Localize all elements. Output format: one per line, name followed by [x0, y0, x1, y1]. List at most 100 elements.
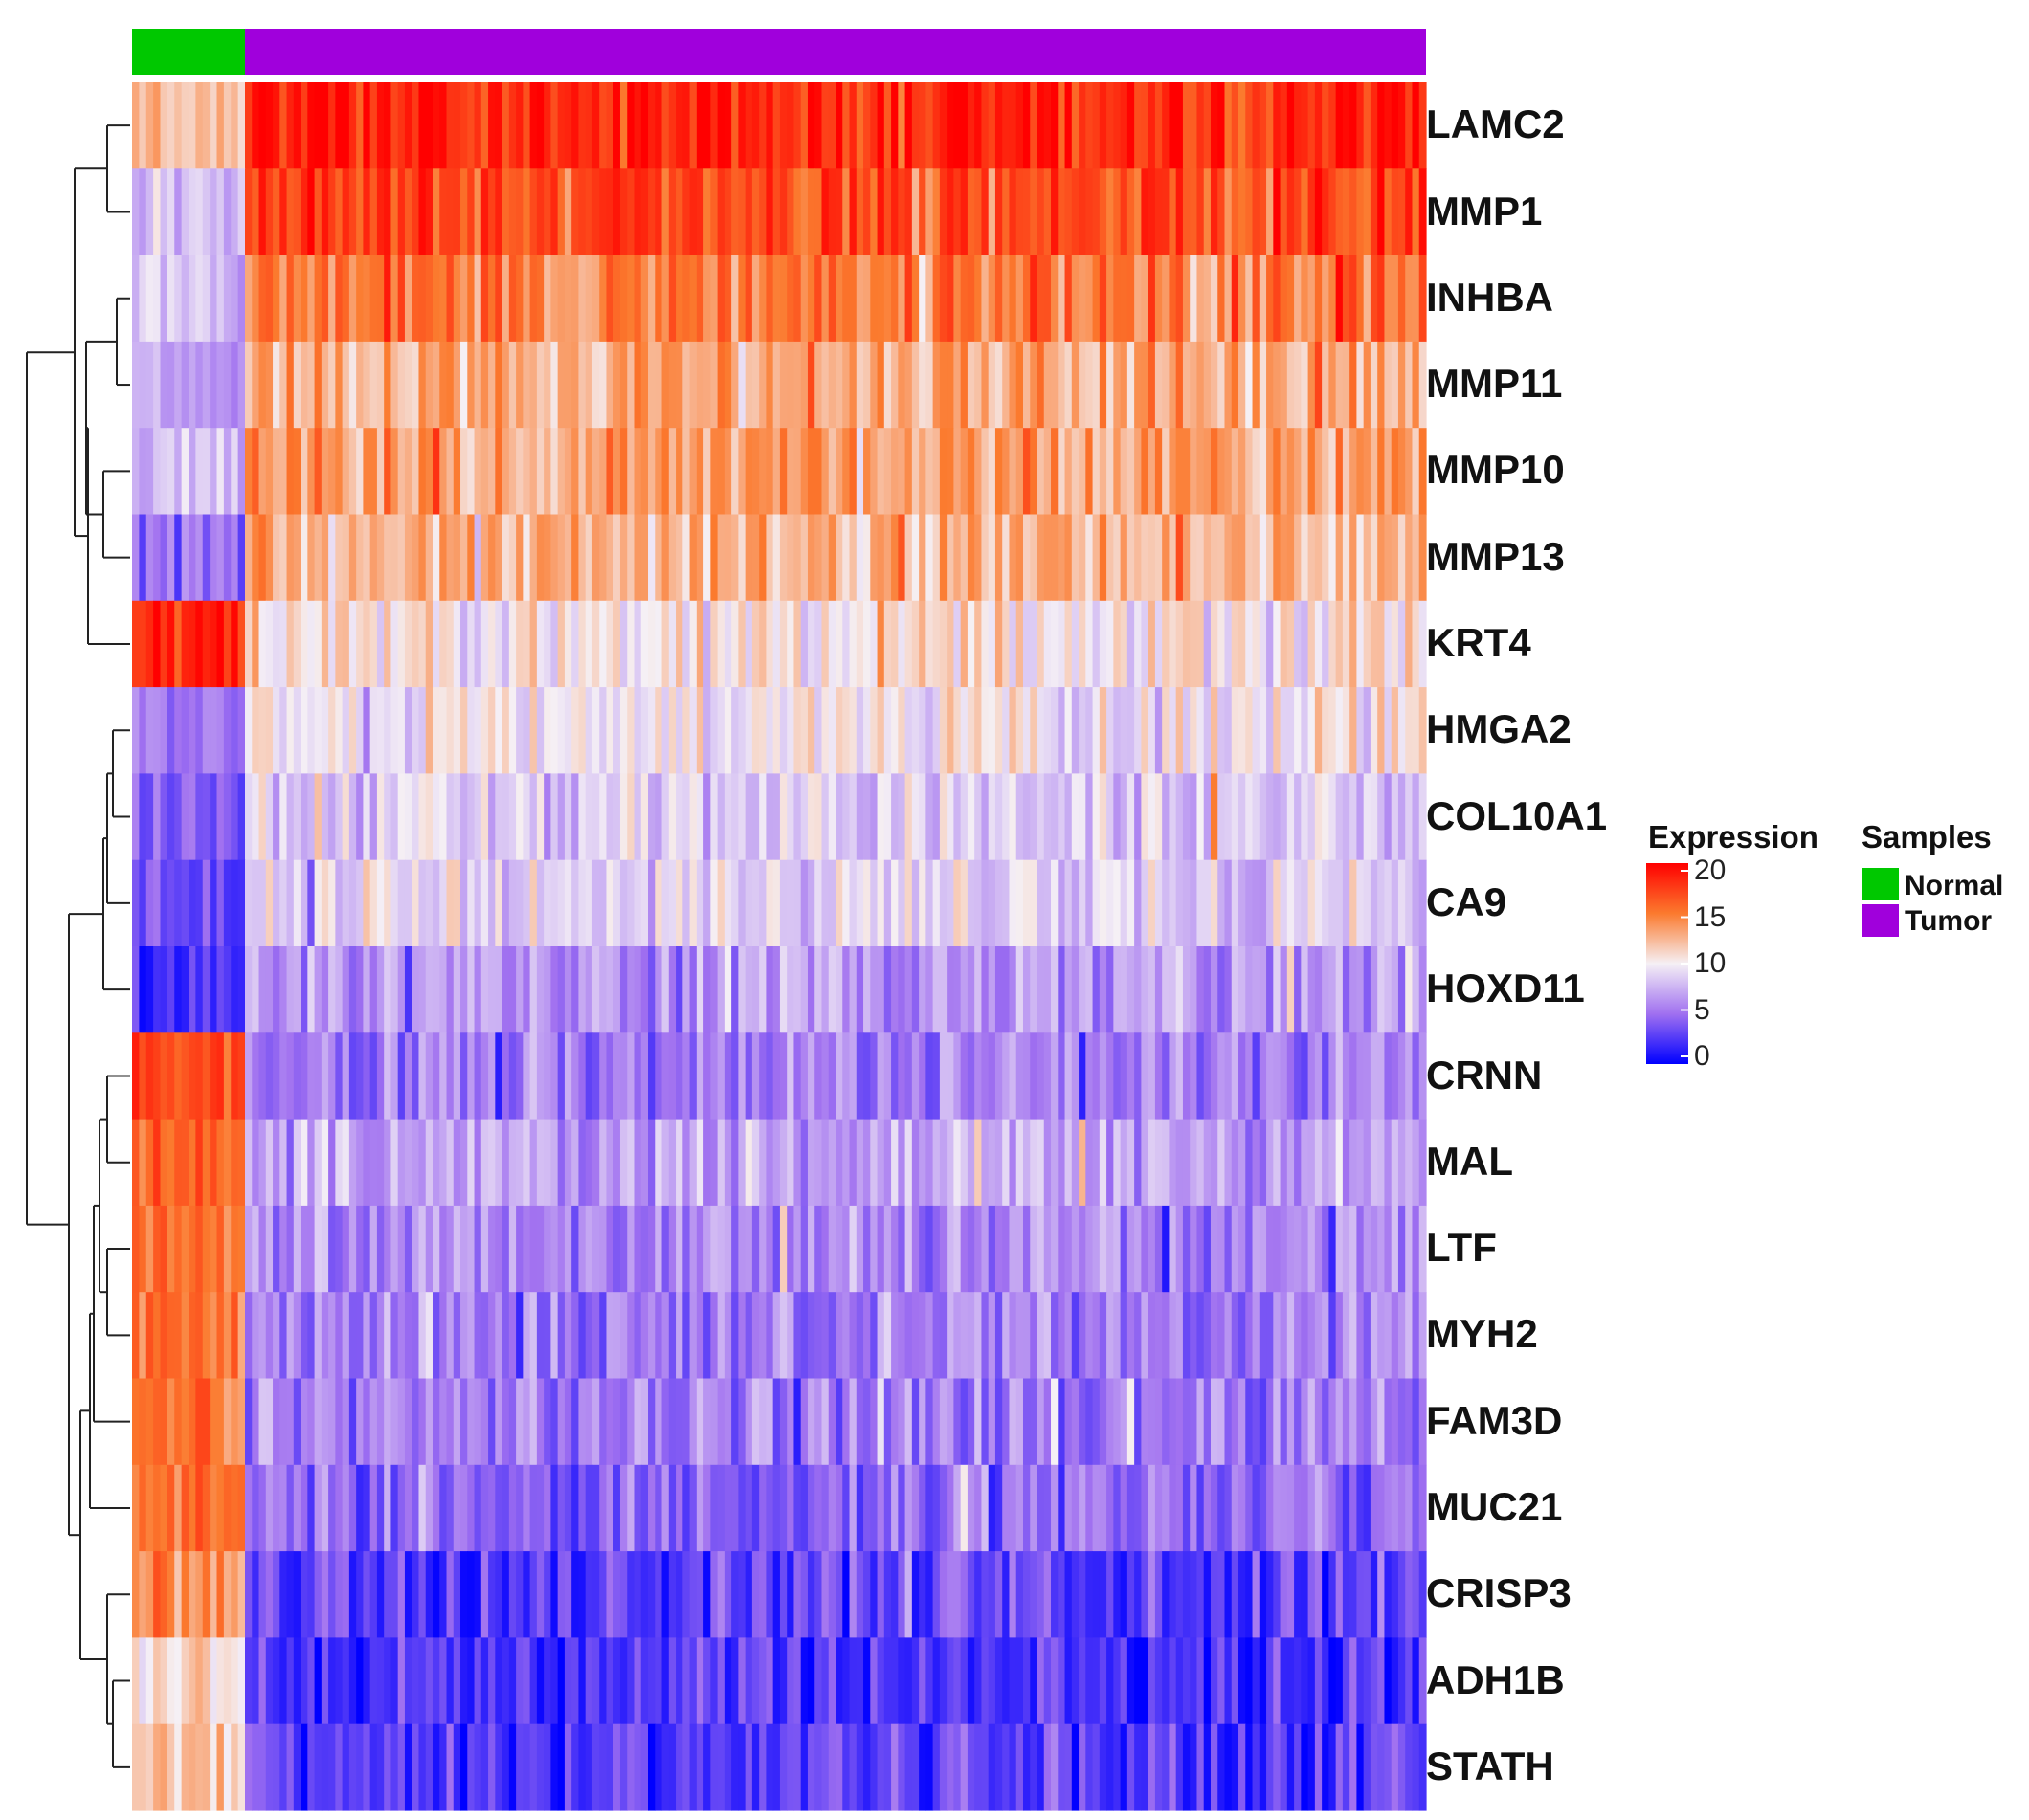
heatmap-cell [1280, 1205, 1288, 1293]
heatmap-cell [342, 341, 350, 429]
heatmap-cell [293, 255, 301, 343]
heatmap-cell [453, 773, 461, 861]
heatmap-cell [911, 687, 920, 774]
heatmap-cell [571, 428, 580, 516]
heatmap-cell [807, 255, 815, 343]
heatmap-cell [842, 255, 851, 343]
heatmap-cell [356, 600, 364, 688]
heatmap-cell [1002, 255, 1011, 343]
heatmap-cell [814, 1464, 823, 1552]
heatmap-cell [606, 1464, 614, 1552]
heatmap-cell [1106, 1551, 1114, 1638]
heatmap-cell [759, 1032, 768, 1121]
heatmap-cell [508, 428, 517, 516]
heatmap-cell [1051, 1551, 1059, 1638]
heatmap-cell [1259, 1464, 1267, 1552]
heatmap-cell [557, 600, 566, 688]
heatmap-cell [731, 1119, 739, 1207]
heatmap-cell [245, 687, 253, 774]
heatmap-cell [181, 1292, 190, 1380]
heatmap-cell [703, 1551, 711, 1638]
heatmap-cell [439, 1119, 448, 1207]
heatmap-cell [925, 82, 934, 169]
heatmap-cell [210, 1378, 218, 1466]
heatmap-cell [1405, 1378, 1414, 1466]
heatmap-cell [1384, 687, 1393, 774]
heatmap-cell [828, 82, 836, 169]
heatmap-cell [1335, 255, 1344, 343]
heatmap-cell [1175, 82, 1184, 169]
heatmap-cell [279, 1205, 288, 1293]
heatmap-cell [1071, 82, 1080, 169]
heatmap-cell [307, 82, 316, 169]
heatmap-cell [1349, 600, 1358, 688]
heatmap-row-ltf [132, 1205, 1427, 1293]
heatmap-cell [1058, 428, 1066, 516]
heatmap-cell [800, 946, 809, 1033]
heatmap-cell [710, 773, 719, 861]
heatmap-cell [1169, 773, 1177, 861]
heatmap-cell [793, 82, 802, 169]
heatmap-cell [1397, 600, 1406, 688]
heatmap-cell [974, 82, 983, 169]
heatmap-cell [273, 1723, 280, 1811]
heatmap-cell [363, 1723, 371, 1811]
heatmap-cell [724, 859, 732, 947]
heatmap-cell [223, 1637, 232, 1725]
heatmap-cell [1217, 341, 1226, 429]
heatmap-cell [696, 1032, 704, 1121]
heatmap-cell [223, 946, 232, 1033]
heatmap-cell [536, 341, 545, 429]
heatmap-cell [1231, 1464, 1239, 1552]
heatmap-cell [508, 1378, 517, 1466]
heatmap-cell [1203, 1464, 1212, 1552]
heatmap-cell [1231, 1032, 1239, 1121]
heatmap-cell [390, 1205, 399, 1293]
heatmap-cell [751, 946, 760, 1033]
heatmap-cell [981, 773, 990, 861]
heatmap-cell [1051, 514, 1059, 602]
heatmap-cell [1342, 82, 1350, 169]
heatmap-cell [301, 1464, 308, 1552]
heatmap-cell [145, 341, 154, 429]
heatmap-cell [1182, 1205, 1191, 1293]
heatmap-cell [911, 255, 920, 343]
heatmap-cell [237, 168, 246, 256]
heatmap-cell [793, 1637, 802, 1725]
heatmap-cell [1126, 859, 1135, 947]
heatmap-cell [335, 1723, 344, 1811]
heatmap-cell [842, 1205, 851, 1293]
heatmap-cell [898, 341, 906, 429]
heatmap-cell [1252, 168, 1260, 256]
heatmap-cell [181, 82, 190, 169]
heatmap-cell [898, 1119, 906, 1207]
heatmap-cell [571, 168, 580, 256]
heatmap-cell [939, 168, 948, 256]
heatmap-cell [550, 946, 559, 1033]
heatmap-cell [1141, 1292, 1149, 1380]
heatmap-cell [202, 859, 211, 947]
heatmap-cell [1301, 600, 1309, 688]
heatmap-cell [745, 82, 753, 169]
heatmap-cell [571, 1637, 580, 1725]
heatmap-cell [1231, 1637, 1239, 1725]
heatmap-cell [1314, 255, 1323, 343]
heatmap-cell [189, 687, 196, 774]
heatmap-cell [974, 1637, 983, 1725]
heatmap-cell [1022, 514, 1031, 602]
heatmap-cell [328, 946, 336, 1033]
heatmap-cell [585, 168, 593, 256]
heatmap-cell [1412, 859, 1420, 947]
heatmap-cell [787, 168, 795, 256]
heatmap-cell [1349, 255, 1358, 343]
heatmap-cell [599, 1551, 608, 1638]
heatmap-cell [1377, 82, 1386, 169]
heatmap-cell [321, 1032, 329, 1121]
heatmap-cell [153, 341, 162, 429]
heatmap-cell [1037, 1378, 1045, 1466]
heatmap-cell [1002, 1119, 1011, 1207]
heatmap-cell [1113, 1205, 1122, 1293]
heatmap-cell [1106, 1205, 1114, 1293]
heatmap-cell [432, 82, 440, 169]
heatmap-cell [877, 1032, 885, 1121]
